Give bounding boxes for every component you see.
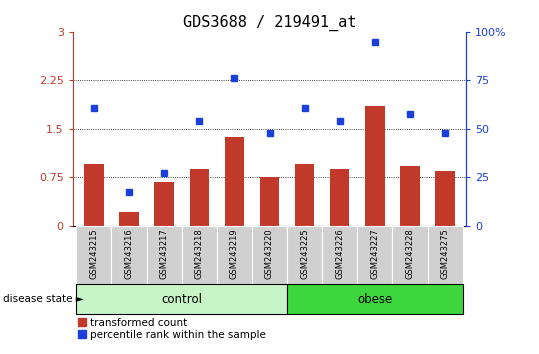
Text: GSM243218: GSM243218: [195, 229, 204, 279]
FancyBboxPatch shape: [322, 226, 357, 284]
Text: GSM243216: GSM243216: [125, 229, 134, 279]
FancyBboxPatch shape: [392, 226, 427, 284]
FancyBboxPatch shape: [287, 226, 322, 284]
FancyBboxPatch shape: [112, 226, 147, 284]
Text: disease state ►: disease state ►: [3, 294, 84, 304]
Text: GSM243219: GSM243219: [230, 229, 239, 279]
Text: GSM243220: GSM243220: [265, 229, 274, 279]
Bar: [119, 212, 139, 226]
Text: GSM243226: GSM243226: [335, 229, 344, 279]
Text: GSM243225: GSM243225: [300, 229, 309, 279]
Text: GSM243275: GSM243275: [441, 229, 450, 279]
Text: GSM243228: GSM243228: [405, 229, 414, 279]
Text: GSM243227: GSM243227: [370, 229, 379, 279]
Legend: transformed count, percentile rank within the sample: transformed count, percentile rank withi…: [78, 318, 266, 340]
FancyBboxPatch shape: [357, 226, 392, 284]
Bar: [260, 177, 279, 226]
Bar: [400, 166, 420, 226]
Text: GSM243217: GSM243217: [160, 229, 169, 279]
Bar: [155, 182, 174, 226]
Bar: [436, 171, 455, 226]
FancyBboxPatch shape: [427, 226, 462, 284]
FancyBboxPatch shape: [217, 226, 252, 284]
Text: control: control: [161, 293, 202, 306]
Bar: [330, 169, 349, 226]
FancyBboxPatch shape: [77, 284, 287, 314]
Title: GDS3688 / 219491_at: GDS3688 / 219491_at: [183, 14, 356, 30]
FancyBboxPatch shape: [77, 226, 112, 284]
FancyBboxPatch shape: [252, 226, 287, 284]
Bar: [225, 137, 244, 226]
Bar: [190, 169, 209, 226]
FancyBboxPatch shape: [287, 284, 462, 314]
Bar: [84, 164, 103, 226]
Bar: [365, 106, 384, 226]
Text: obese: obese: [357, 293, 392, 306]
Text: GSM243215: GSM243215: [89, 229, 98, 279]
FancyBboxPatch shape: [182, 226, 217, 284]
FancyBboxPatch shape: [147, 226, 182, 284]
Bar: [295, 164, 314, 226]
